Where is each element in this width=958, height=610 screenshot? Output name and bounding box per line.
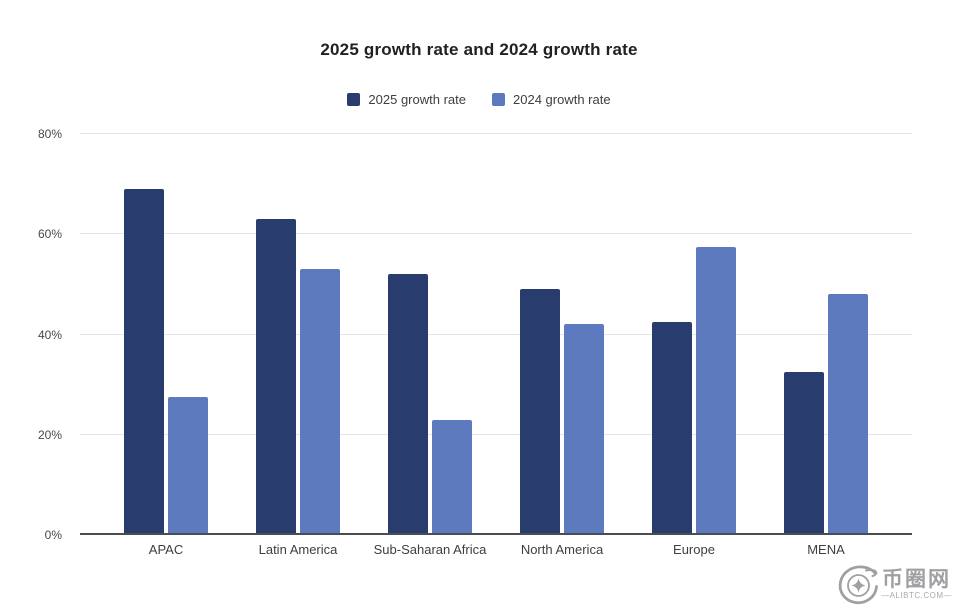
x-axis-label: APAC <box>148 542 184 557</box>
bar[interactable] <box>828 294 868 535</box>
bar-groups <box>80 134 912 535</box>
gridline <box>80 133 912 134</box>
x-axis-labels: APAC Latin America Sub-Saharan Africa North… <box>80 542 912 557</box>
bar-group-latin-america <box>232 134 364 535</box>
x-axis-label: Latin America <box>258 542 338 557</box>
gridline <box>80 433 912 435</box>
legend-label: 2025 growth rate <box>368 92 466 107</box>
x-axis-label: North America <box>520 542 604 557</box>
x-axis-label: Sub-Saharan Africa <box>373 542 487 557</box>
y-tick-label: 0% <box>44 528 62 542</box>
bar[interactable] <box>432 419 472 535</box>
chart-title: 2025 growth rate and 2024 growth rate <box>320 40 638 59</box>
bar-group-apac <box>100 134 232 535</box>
watermark-site-name: 币圈网 <box>882 568 952 592</box>
y-tick-label: 20% <box>37 427 62 442</box>
y-axis: 0% 20% 40% 60% 80% <box>0 127 70 542</box>
legend-item-2025[interactable]: 2025 growth rate <box>347 92 466 107</box>
legend: 2025 growth rate 2024 growth rate <box>0 92 958 107</box>
bar-group-europe <box>628 134 760 535</box>
bar[interactable] <box>652 321 692 535</box>
bar[interactable] <box>520 289 560 535</box>
legend-item-2024[interactable]: 2024 growth rate <box>492 92 611 107</box>
gridline <box>80 333 912 335</box>
watermark-text: 币圈网 —ALIBTC.COM— <box>881 569 952 601</box>
y-tick-label: 60% <box>37 227 62 242</box>
legend-swatch <box>492 93 505 106</box>
gridline <box>80 233 912 235</box>
bar[interactable] <box>124 189 164 535</box>
bar-group-north-america <box>496 134 628 535</box>
plot-area <box>80 133 912 535</box>
bar[interactable] <box>300 269 340 535</box>
bar[interactable] <box>784 372 824 535</box>
y-tick-label: 40% <box>37 327 62 342</box>
coin-logo-icon <box>838 565 878 605</box>
bar-group-mena <box>760 134 892 535</box>
x-axis-line <box>80 533 912 535</box>
bar-group-sub-saharan-africa <box>364 134 496 535</box>
watermark: 币圈网 —ALIBTC.COM— <box>836 564 952 606</box>
watermark-site-url: —ALIBTC.COM— <box>881 591 952 601</box>
bar[interactable] <box>564 324 604 535</box>
x-axis-label: MENA <box>807 542 845 557</box>
bar[interactable] <box>256 219 296 535</box>
bar[interactable] <box>388 274 428 535</box>
bar[interactable] <box>168 397 208 535</box>
legend-label: 2024 growth rate <box>513 92 611 107</box>
x-axis-label: Europe <box>673 542 715 557</box>
y-tick-label: 80% <box>37 127 62 141</box>
legend-swatch <box>347 93 361 106</box>
bar[interactable] <box>696 246 736 535</box>
